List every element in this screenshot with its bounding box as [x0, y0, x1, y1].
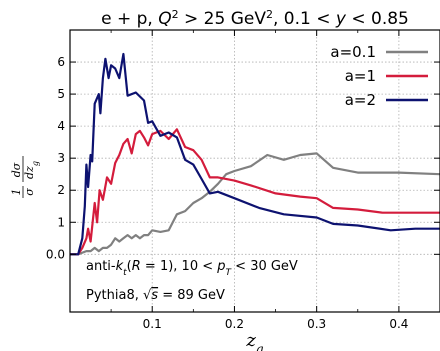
y-label-den2: dzg: [23, 161, 40, 179]
y-label-num2: dσ: [10, 162, 23, 177]
chart-title: e + p, Q2 > 25 GeV2, 0.1 < y < 0.85: [101, 8, 409, 30]
x-axis-label: zg: [245, 330, 263, 351]
annotation-layer: anti-kt(R = 1), 10 < pT < 30 GeV Pythia8,…: [86, 259, 298, 303]
x-tick-label: 0.1: [143, 317, 162, 331]
y-tick-label: 6: [57, 55, 65, 69]
legend-label-1: a=0.1: [330, 43, 376, 61]
series-line-1: [70, 152, 440, 256]
y-label-num1: 1: [10, 189, 23, 196]
annotation-generator: Pythia8, √s = 89 GeV: [86, 288, 225, 303]
y-tick-label: 1: [57, 215, 65, 229]
annotation-jet: anti-kt(R = 1), 10 < pT < 30 GeV: [86, 259, 298, 278]
series-line-3: [70, 52, 440, 256]
legend-layer: a=0.1 a=1 a=2: [330, 43, 428, 109]
plot-frame: [69, 29, 440, 313]
grid-layer: [70, 30, 440, 312]
x-tick-label: 0.4: [389, 317, 408, 331]
y-tick-label: 2: [57, 183, 65, 197]
y-tick-label: 0.0: [46, 247, 65, 261]
legend-label-2: a=1: [345, 67, 376, 85]
y-tick-label: 3: [57, 151, 65, 165]
y-tick-label: 5: [57, 87, 65, 101]
series-line-2: [70, 128, 440, 256]
y-label-den1: σ: [23, 188, 36, 196]
y-axis-label: 1 σ dσ dzg: [10, 156, 40, 198]
x-tick-label: 0.3: [307, 317, 326, 331]
y-tick-label: 4: [57, 119, 65, 133]
legend-label-3: a=2: [345, 91, 376, 109]
series-layer: [70, 52, 440, 256]
x-tick-label: 0.2: [225, 317, 244, 331]
